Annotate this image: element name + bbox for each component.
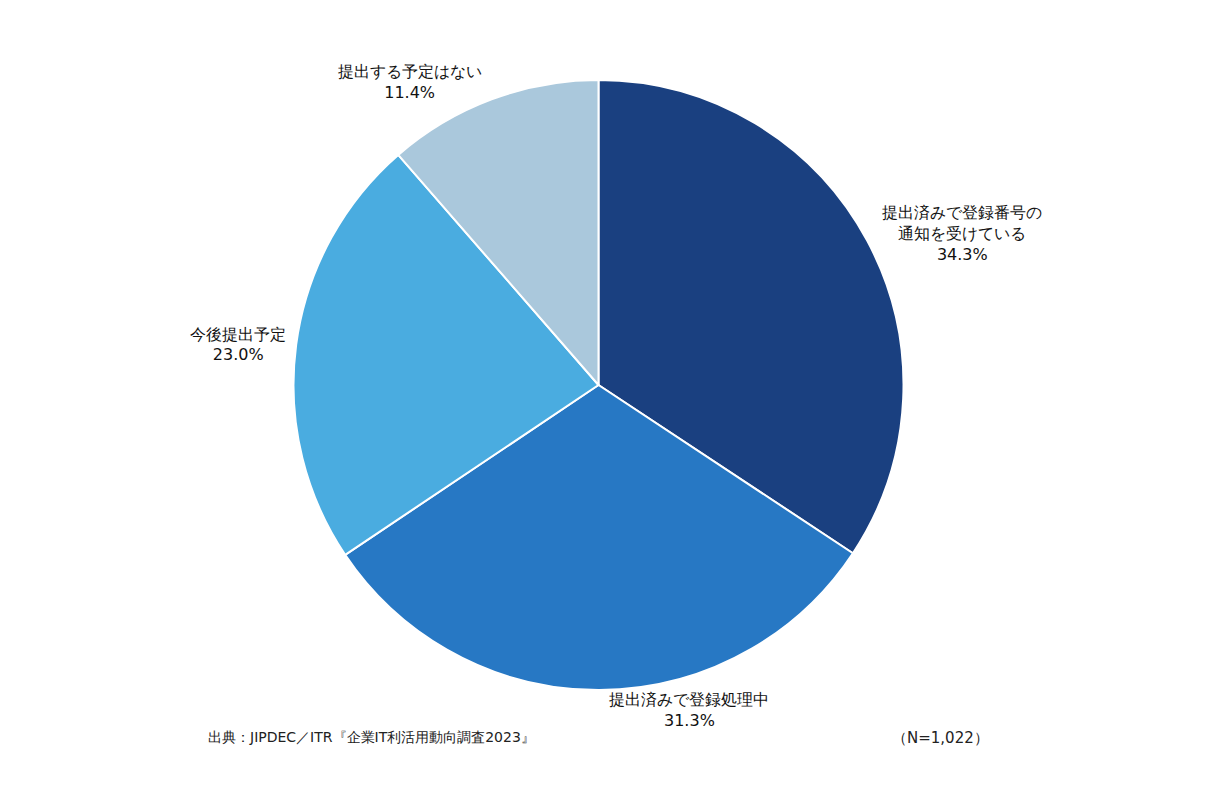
svg-text:今後提出予定23.0%: 今後提出予定23.0% — [190, 325, 286, 365]
svg-text:提出済みで登録番号の通知を受けている34.3%: 提出済みで登録番号の通知を受けている34.3% — [882, 203, 1042, 264]
svg-text:提出する予定はない11.4%: 提出する予定はない11.4% — [338, 62, 482, 102]
svg-text:提出済みで登録処理中31.3%: 提出済みで登録処理中31.3% — [609, 690, 769, 730]
svg-text:（N=1,022）: （N=1,022） — [892, 729, 989, 747]
svg-text:出典：JIPDEC／ITR『企業IT利活用動向調査2023』: 出典：JIPDEC／ITR『企業IT利活用動向調査2023』 — [208, 729, 535, 745]
